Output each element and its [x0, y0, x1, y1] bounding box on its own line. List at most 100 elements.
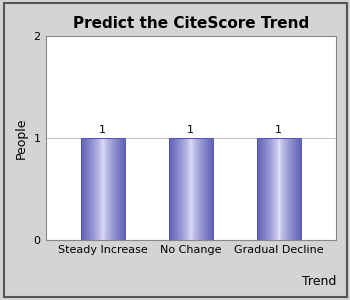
Bar — [285, 138, 286, 240]
Bar — [270, 138, 271, 240]
Bar — [98, 138, 99, 240]
Bar — [264, 138, 265, 240]
Bar — [121, 138, 122, 240]
Bar — [195, 138, 196, 240]
Bar — [208, 138, 209, 240]
Bar — [262, 138, 263, 240]
Bar — [197, 138, 198, 240]
Bar — [106, 138, 107, 240]
Text: 1: 1 — [275, 125, 282, 135]
Bar — [98, 138, 99, 240]
Bar — [169, 138, 170, 240]
Bar — [290, 138, 292, 240]
Bar — [282, 138, 283, 240]
Bar — [261, 138, 262, 240]
Bar — [114, 138, 115, 240]
Bar — [207, 138, 208, 240]
Bar — [189, 138, 190, 240]
Bar — [112, 138, 113, 240]
Bar — [114, 138, 116, 240]
Text: 1: 1 — [99, 125, 106, 135]
Bar — [116, 138, 117, 240]
Bar — [298, 138, 299, 240]
Bar — [92, 138, 93, 240]
Bar — [205, 138, 206, 240]
Bar — [299, 138, 300, 240]
Bar — [206, 138, 207, 240]
Bar — [265, 138, 266, 240]
Bar — [96, 138, 97, 240]
Bar — [266, 138, 267, 240]
Bar — [92, 138, 93, 240]
Bar — [177, 138, 178, 240]
Bar — [287, 138, 288, 240]
Bar — [104, 138, 105, 240]
Bar — [86, 138, 88, 240]
Bar — [268, 138, 269, 240]
Bar — [101, 138, 102, 240]
Bar — [117, 138, 118, 240]
Bar — [191, 138, 193, 240]
Bar — [268, 138, 270, 240]
Bar — [81, 138, 125, 240]
Bar — [300, 138, 301, 240]
Bar — [288, 138, 289, 240]
Bar — [84, 138, 85, 240]
Bar — [108, 138, 109, 240]
Bar — [117, 138, 118, 240]
Bar — [260, 138, 261, 240]
Bar — [258, 138, 259, 240]
Bar — [281, 138, 282, 240]
Bar — [113, 138, 114, 240]
Bar — [263, 138, 264, 240]
Bar — [181, 138, 182, 240]
Bar — [174, 138, 175, 240]
Bar — [173, 138, 174, 240]
Bar — [274, 138, 275, 240]
Bar — [209, 138, 210, 240]
Bar — [210, 138, 211, 240]
Bar — [110, 138, 111, 240]
Bar — [194, 138, 195, 240]
Bar — [202, 138, 203, 240]
Bar — [89, 138, 90, 240]
Bar — [179, 138, 180, 240]
Bar — [109, 138, 110, 240]
Bar — [187, 138, 188, 240]
Bar — [81, 138, 82, 240]
Bar — [105, 138, 106, 240]
Bar — [198, 138, 199, 240]
Bar — [259, 138, 260, 240]
Bar — [257, 138, 258, 240]
Bar — [288, 138, 289, 240]
Bar — [86, 138, 87, 240]
Bar — [196, 138, 197, 240]
Bar — [194, 138, 195, 240]
Bar — [94, 138, 96, 240]
Bar — [177, 138, 178, 240]
Bar — [118, 138, 119, 240]
Bar — [171, 138, 172, 240]
Bar — [178, 138, 179, 240]
Bar — [296, 138, 297, 240]
Bar — [204, 138, 205, 240]
Bar — [88, 138, 89, 240]
Bar — [108, 138, 110, 240]
Bar — [99, 138, 100, 240]
Bar — [200, 138, 201, 240]
Bar — [119, 138, 120, 240]
Bar — [102, 138, 103, 240]
Bar — [182, 138, 183, 240]
Bar — [197, 138, 198, 240]
Bar — [284, 138, 285, 240]
Bar — [180, 138, 181, 240]
Text: 1: 1 — [187, 125, 194, 135]
Bar — [262, 138, 264, 240]
Bar — [280, 138, 281, 240]
Bar — [183, 138, 184, 240]
Bar — [123, 138, 124, 240]
Bar — [107, 138, 108, 240]
Bar — [100, 138, 101, 240]
Bar — [274, 138, 275, 240]
Bar — [188, 138, 189, 240]
